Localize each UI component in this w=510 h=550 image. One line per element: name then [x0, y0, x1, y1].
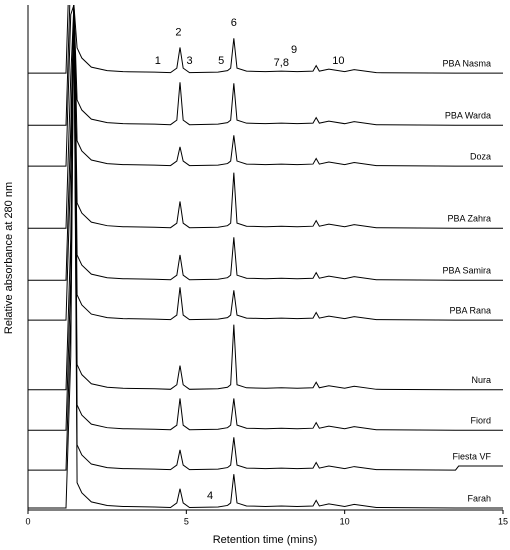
- peak-label: 3: [186, 55, 192, 67]
- trace-label: Fiord: [470, 416, 491, 426]
- y-axis-label: Relative absorbance at 280 nm: [3, 182, 15, 334]
- traces: [28, 5, 503, 509]
- peak-label: 6: [231, 17, 237, 29]
- trace-label: PBA Samira: [442, 266, 491, 276]
- trace-line: [28, 5, 503, 509]
- trace-label: PBA Warda: [445, 111, 491, 121]
- peak-label: 4: [207, 490, 213, 502]
- peak-label: 10: [332, 55, 344, 67]
- peak-label: 9: [291, 44, 297, 56]
- peak-label: 7,8: [274, 57, 289, 69]
- trace-line: [28, 5, 503, 471]
- x-axis-label: Retention time (mins): [213, 534, 318, 546]
- trace-label: Nura: [471, 375, 491, 385]
- x-tick-label: 10: [340, 516, 350, 526]
- peak-label: 2: [175, 27, 181, 39]
- x-tick-label: 0: [25, 516, 30, 526]
- trace-line: [28, 5, 503, 229]
- trace-line: [28, 5, 503, 126]
- trace-line: [28, 5, 503, 431]
- trace-label: PBA Rana: [449, 305, 491, 315]
- peak-label: 5: [218, 55, 224, 67]
- trace-line: [28, 5, 503, 321]
- trace-label: Fiesta VF: [452, 451, 491, 461]
- trace-label: PBA Zahra: [447, 214, 491, 224]
- x-tick-label: 15: [498, 516, 508, 526]
- trace-label: Doza: [470, 151, 491, 161]
- trace-line: [28, 5, 503, 391]
- trace-label: Farah: [467, 493, 491, 503]
- trace-line: [28, 5, 503, 281]
- trace-line: [28, 5, 503, 74]
- trace-label: PBA Nasma: [442, 59, 491, 69]
- x-tick-label: 5: [184, 516, 189, 526]
- trace-line: [28, 5, 503, 167]
- peak-label: 1: [155, 55, 161, 67]
